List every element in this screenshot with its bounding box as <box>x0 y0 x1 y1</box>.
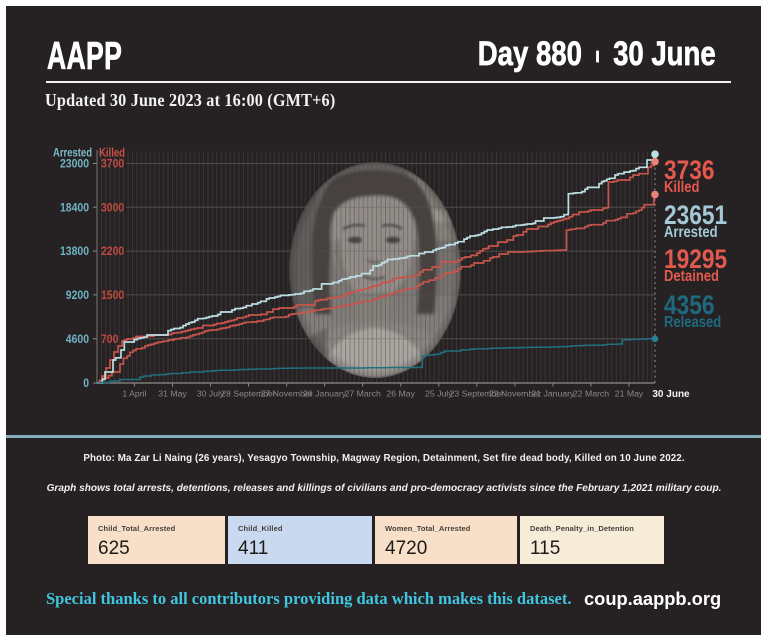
svg-text:28 September: 28 September <box>221 389 276 399</box>
svg-text:0: 0 <box>83 378 89 390</box>
svg-text:4600: 4600 <box>66 334 89 346</box>
svg-text:13800: 13800 <box>60 246 89 258</box>
svg-text:1 April: 1 April <box>122 389 146 399</box>
svg-text:Arrested: Arrested <box>53 148 92 160</box>
svg-text:18400: 18400 <box>60 202 89 214</box>
svg-text:21 January: 21 January <box>531 389 575 399</box>
svg-text:25 July: 25 July <box>425 389 453 399</box>
svg-text:30 July: 30 July <box>197 389 225 399</box>
svg-text:23000: 23000 <box>60 159 89 171</box>
svg-text:26 May: 26 May <box>386 389 415 399</box>
svg-text:23 September: 23 September <box>450 389 505 399</box>
svg-text:31 May: 31 May <box>158 389 187 399</box>
svg-text:30 June: 30 June <box>652 389 690 400</box>
svg-text:3000: 3000 <box>101 202 124 214</box>
svg-text:700: 700 <box>101 334 118 346</box>
svg-text:26 January: 26 January <box>303 389 347 399</box>
svg-text:Killed: Killed <box>99 148 125 160</box>
svg-text:2200: 2200 <box>101 246 124 258</box>
svg-text:1500: 1500 <box>101 290 124 302</box>
svg-text:22 March: 22 March <box>573 389 609 399</box>
svg-text:21 May: 21 May <box>615 389 644 399</box>
svg-text:27 March: 27 March <box>345 389 381 399</box>
svg-text:22 November: 22 November <box>489 389 541 399</box>
svg-text:3700: 3700 <box>101 159 124 171</box>
svg-text:27 November: 27 November <box>261 389 313 399</box>
svg-text:9200: 9200 <box>66 290 89 302</box>
